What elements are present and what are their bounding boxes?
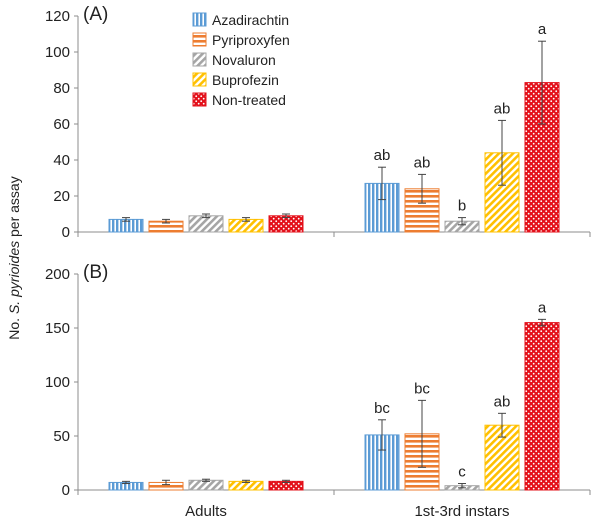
y-tick-label: 40 [53,152,70,169]
y-tick-label: 100 [45,374,70,391]
significance-letter: ab [414,154,431,171]
significance-letter: bc [414,380,430,397]
significance-letter: bc [374,400,390,417]
y-axis-label-species: S. pyrioides [6,241,22,314]
bar-non-treated-0 [268,215,304,233]
y-tick-label: 80 [53,80,70,97]
x-category-label: 1st-3rd instars [414,503,509,520]
y-axis-label: No. S. pyrioides per assay [6,176,22,339]
significance-letter: c [458,464,466,481]
legend-entry: Buprofezin [212,72,279,88]
significance-letter: b [458,198,466,215]
y-tick-label: 120 [45,8,70,25]
significance-letter: ab [494,393,511,410]
legend-entry: Pyriproxyfen [212,32,290,48]
bar-novaluron-0 [188,215,224,233]
y-axis-label-suffix: per assay [6,176,22,241]
y-tick-label: 0 [62,224,70,241]
legend-swatch [192,12,207,27]
legend-entry: Non-treated [212,92,286,108]
legend-entry: Azadirachtin [212,12,289,28]
y-tick-label: 20 [53,188,70,205]
x-category-label: Adults [185,503,227,520]
y-axis-label-prefix: No. [6,314,22,340]
y-tick-label: 100 [45,44,70,61]
legend-swatch [192,32,207,47]
panel-label: (A) [83,4,108,25]
significance-letter: a [538,299,547,316]
y-tick-label: 60 [53,116,70,133]
significance-letter: a [538,21,547,38]
y-tick-label: 0 [62,482,70,499]
legend-swatch [192,52,207,67]
legend-swatch [192,92,207,107]
y-tick-label: 50 [53,428,70,445]
legend-entry: Novaluron [212,52,276,68]
y-tick-label: 150 [45,320,70,337]
legend-swatch [192,72,207,87]
y-tick-label: 200 [45,266,70,283]
significance-letter: ab [494,100,511,117]
panel-label: (B) [83,262,108,283]
significance-letter: ab [374,147,391,164]
bar-non-treated-1 [524,322,560,491]
